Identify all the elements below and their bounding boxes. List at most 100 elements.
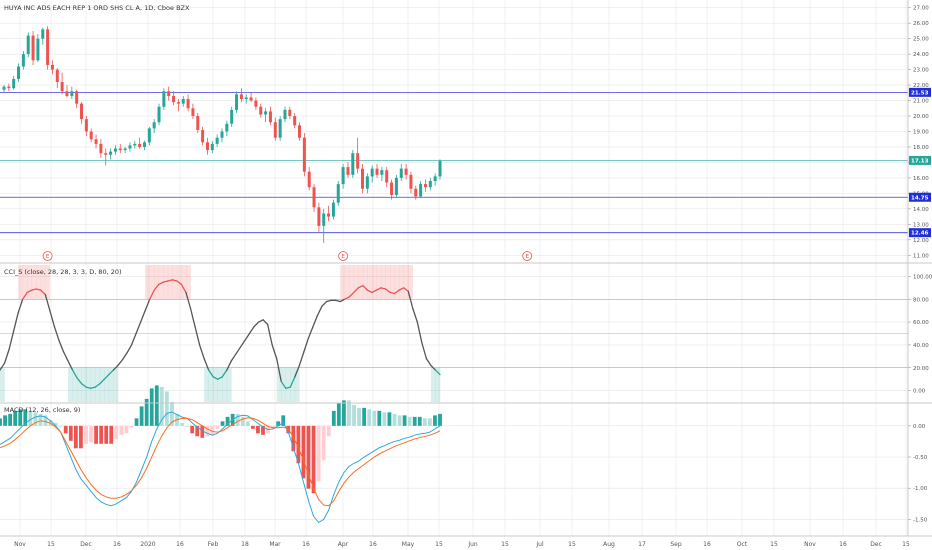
cci-line-segment xyxy=(90,386,96,389)
macd-histogram-bar xyxy=(73,425,78,449)
candle-body xyxy=(438,160,442,177)
cci-overbought-zone xyxy=(403,265,409,300)
candle-body xyxy=(428,181,432,188)
cci-overbought-zone xyxy=(385,265,391,300)
price-label: 14.75 xyxy=(911,195,929,201)
price-y-tick-label: 12.00 xyxy=(913,238,929,244)
candle-body xyxy=(41,29,45,39)
price-y-tick-label: 18.00 xyxy=(913,145,929,151)
macd-histogram-bar xyxy=(433,415,437,426)
cci-overbought-zone xyxy=(399,265,405,300)
macd-histogram-bar xyxy=(38,413,43,426)
x-tick-label: 15 xyxy=(902,541,910,548)
candle-body xyxy=(123,148,127,151)
cci-oversold-zone xyxy=(208,367,214,402)
cci-line-segment xyxy=(117,359,124,367)
candle-body xyxy=(341,167,345,185)
label-layer: 21.53 17.13 14.75 12.46 xyxy=(909,87,931,238)
macd-indicator-title: MACD (12, 26, close, 9) xyxy=(4,406,80,414)
cci-line-segment xyxy=(49,310,56,328)
cci-y-tick-label: 0.00 xyxy=(913,389,926,395)
candle-body xyxy=(356,153,360,169)
price-y-tick-label: 22.00 xyxy=(913,83,929,89)
cci-line-segment xyxy=(335,299,341,303)
cci-line-segment xyxy=(407,290,414,310)
macd-histogram-bar xyxy=(94,425,98,444)
macd-histogram-bar xyxy=(195,425,200,437)
macd-histogram-bar xyxy=(377,410,382,426)
macd-histogram-bar xyxy=(316,425,321,482)
cci-line-segment xyxy=(3,348,10,364)
cci-line-segment xyxy=(62,351,69,362)
candle-body xyxy=(75,91,79,104)
candle-body xyxy=(142,142,146,147)
x-tick-label: 15 xyxy=(568,541,576,548)
macd-histogram-bar xyxy=(215,425,220,429)
cci-line-segment xyxy=(85,386,92,389)
price-label-bg xyxy=(909,228,931,238)
cci-line-segment xyxy=(348,291,355,298)
x-tick-label: 16 xyxy=(113,541,121,548)
x-tick-label: Dec xyxy=(870,541,882,548)
cci-line-segment xyxy=(375,287,382,291)
cci-overbought-zone xyxy=(367,265,373,300)
cci-line-segment xyxy=(321,300,328,307)
cci-line-segment xyxy=(353,287,360,294)
cci-line-segment xyxy=(130,332,137,346)
cci-line-segment xyxy=(99,378,105,385)
earnings-marker xyxy=(42,251,53,261)
macd-histogram-bar xyxy=(256,425,260,434)
cci-overbought-zone xyxy=(22,265,28,300)
cci-overbought-zone xyxy=(408,265,414,300)
cci-overbought-zone xyxy=(181,265,187,300)
x-tick-label: 16 xyxy=(839,541,847,548)
candle-body xyxy=(390,182,394,195)
cci-line-segment xyxy=(239,339,246,348)
candle-body xyxy=(365,176,369,189)
x-tick-label: 15 xyxy=(770,541,778,548)
cci-line-segment xyxy=(121,352,128,361)
candle-body xyxy=(191,108,195,117)
macd-histogram-bar xyxy=(397,415,402,426)
cci-line-segment xyxy=(58,339,65,353)
macd-y-tick-label: 0.00 xyxy=(913,424,926,430)
cci-line-segment xyxy=(153,283,160,291)
cci-oversold-zone xyxy=(276,367,282,402)
cci-indicator-title: CCI_S (close, 28, 28, 3, 3, D, 80, 20) xyxy=(4,268,122,276)
cci-line-segment xyxy=(149,289,155,300)
candle-body xyxy=(244,97,248,100)
candle-body xyxy=(230,109,234,124)
cci-line-segment xyxy=(144,298,151,312)
cci-line-segment xyxy=(276,357,282,383)
price-y-tick-label: 16.00 xyxy=(913,176,929,182)
cci-line-segment xyxy=(384,288,391,294)
cci-line-segment xyxy=(380,287,387,290)
cci-oversold-zone xyxy=(68,367,73,402)
macd-histogram-bar xyxy=(245,421,250,426)
cci-line-segment xyxy=(253,321,260,328)
candle-body xyxy=(419,184,423,197)
macd-histogram-bar xyxy=(13,410,18,426)
earnings-marker xyxy=(338,251,349,261)
cci-oversold-zone xyxy=(113,367,119,402)
macd-histogram-bar xyxy=(170,401,174,426)
macd-histogram-bar xyxy=(261,425,265,435)
cci-line-segment xyxy=(403,287,409,292)
x-tick-label: 15 xyxy=(435,541,443,548)
candle-body xyxy=(273,122,277,138)
x-tick-label: Jul xyxy=(535,541,544,548)
candle-body xyxy=(404,168,408,175)
macd-histogram-bar xyxy=(220,421,225,426)
candle-body xyxy=(109,151,113,155)
cci-line-segment xyxy=(307,325,314,339)
macd-histogram-bar xyxy=(43,415,48,426)
cci-line-segment xyxy=(244,332,251,342)
cci-overbought-zone xyxy=(167,265,173,300)
cci-line-segment xyxy=(94,383,101,388)
cci-overbought-zone xyxy=(340,265,346,300)
macd-histogram-bar xyxy=(422,418,427,426)
cci-line-segment xyxy=(26,289,33,294)
candle-body xyxy=(152,122,156,129)
candle-body xyxy=(138,143,142,147)
